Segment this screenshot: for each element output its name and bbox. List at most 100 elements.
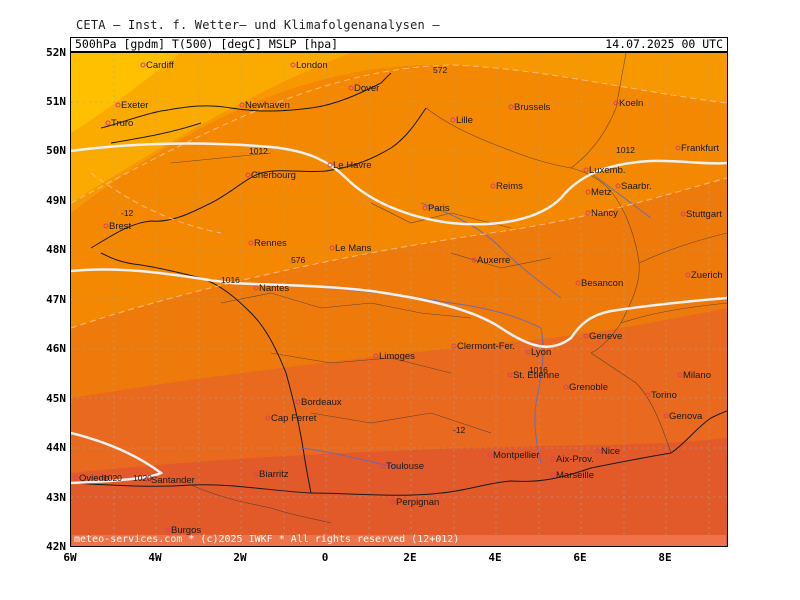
city-label: Newhaven — [245, 100, 290, 111]
lon-label: 2W — [233, 551, 247, 564]
city-marker — [563, 384, 569, 390]
city-label: Lyon — [531, 347, 551, 358]
geopotential-label: 576 — [291, 255, 305, 265]
lon-label: 2E — [403, 551, 417, 564]
city-marker — [253, 471, 259, 477]
city-marker — [575, 280, 581, 286]
city-label: Cherbourg — [251, 170, 296, 181]
city-marker — [290, 62, 296, 68]
lat-lon-grid — [71, 53, 727, 546]
city-marker — [248, 240, 254, 246]
city-label: Marseille — [556, 470, 594, 481]
city-marker — [295, 399, 301, 405]
lat-label: 44N — [46, 441, 66, 454]
city-marker — [380, 463, 386, 469]
isobar-labels: 1012 1012 1016 1016 1020 1020 572 576 -1… — [103, 65, 635, 483]
city-marker — [245, 172, 251, 178]
lat-label: 43N — [46, 491, 66, 504]
lat-label: 49N — [46, 194, 66, 207]
city-marker — [585, 210, 591, 216]
city-marker — [422, 205, 428, 211]
city-label: Grenoble — [569, 382, 608, 393]
lon-label: 6W — [63, 551, 77, 564]
geopotential-contours — [71, 64, 727, 329]
city-label: Luxemb. — [589, 165, 625, 176]
city-marker — [645, 392, 651, 398]
city-label: Aix-Prov. — [556, 454, 594, 465]
city-label: Brussels — [514, 102, 551, 113]
city-label: Torino — [651, 390, 677, 401]
city-marker — [103, 223, 109, 229]
temperature-label: -12 — [453, 425, 466, 435]
lon-label: 4W — [148, 551, 162, 564]
city-label: Cardiff — [146, 60, 174, 71]
city-marker — [165, 527, 171, 533]
lat-label: 46N — [46, 342, 66, 355]
city-marker — [585, 189, 591, 195]
city-marker — [615, 183, 621, 189]
city-label: Truro — [111, 118, 133, 129]
city-marker — [115, 102, 121, 108]
isobar-label: 1016 — [221, 275, 240, 285]
city-marker — [595, 448, 601, 454]
city-label: St. Etienne — [513, 370, 559, 381]
isobar-1012 — [71, 142, 727, 226]
city-marker — [613, 100, 619, 106]
city-marker — [373, 353, 379, 359]
isobar-label: 1020 — [103, 473, 122, 483]
city-label: Burgos — [171, 525, 201, 536]
country-borders — [170, 53, 727, 524]
city-marker — [348, 85, 354, 91]
city-marker — [583, 333, 589, 339]
shade-band-3 — [71, 53, 181, 133]
city-label: Le Havre — [333, 160, 372, 171]
city-marker — [490, 183, 496, 189]
weather-map: 1012 1012 1016 1016 1020 1020 572 576 -1… — [70, 52, 728, 547]
city-label: Metz — [591, 187, 612, 198]
lat-label: 51N — [46, 95, 66, 108]
shade-band-2 — [71, 53, 351, 203]
city-label: Toulouse — [386, 461, 424, 472]
city-label: Frankfurt — [681, 143, 719, 154]
city-marker — [508, 104, 514, 110]
city-label: Auxerre — [477, 255, 510, 266]
isobar-1020 — [71, 431, 164, 485]
city-layer: Cardiff London Dover Exeter Newhaven Truro Bru… — [73, 60, 723, 536]
city-marker — [390, 499, 396, 505]
city-label: Zuerich — [691, 270, 723, 281]
city-marker — [685, 272, 691, 278]
city-marker — [450, 117, 456, 123]
temperature-label: -12 — [121, 208, 134, 218]
isobar-label: 1012 — [616, 145, 635, 155]
isobar-label: 1020 — [133, 473, 152, 483]
lon-label: 6E — [573, 551, 587, 564]
city-label: London — [296, 60, 328, 71]
city-marker — [677, 372, 683, 378]
city-label: Nancy — [591, 208, 618, 219]
city-marker — [145, 477, 151, 483]
lat-label: 42N — [46, 540, 66, 553]
city-marker — [487, 452, 493, 458]
city-marker — [73, 475, 79, 481]
lon-label: 4E — [488, 551, 502, 564]
city-marker — [253, 285, 259, 291]
city-marker — [471, 257, 477, 263]
city-marker — [239, 102, 245, 108]
city-marker — [680, 211, 686, 217]
lon-label: 0 — [321, 551, 329, 564]
city-label: Cap Ferret — [271, 413, 317, 424]
city-marker — [140, 62, 146, 68]
city-label: Dover — [354, 83, 379, 94]
city-label: Reims — [496, 181, 523, 192]
city-label: Genova — [669, 411, 703, 422]
city-label: Koeln — [619, 98, 643, 109]
lon-label: 8E — [658, 551, 672, 564]
city-label: Bordeaux — [301, 397, 342, 408]
valid-datetime: 14.07.2025 00 UTC — [605, 37, 723, 51]
city-marker — [265, 415, 271, 421]
city-marker — [550, 456, 556, 462]
city-label: Milano — [683, 370, 711, 381]
parameter-bar: 500hPa [gpdm] T(500) [degC] MSLP [hpa] 1… — [70, 37, 728, 52]
lat-label: 52N — [46, 46, 66, 59]
copyright-footer: meteo-services.com * (c)2025 IWKF * All … — [72, 534, 726, 546]
